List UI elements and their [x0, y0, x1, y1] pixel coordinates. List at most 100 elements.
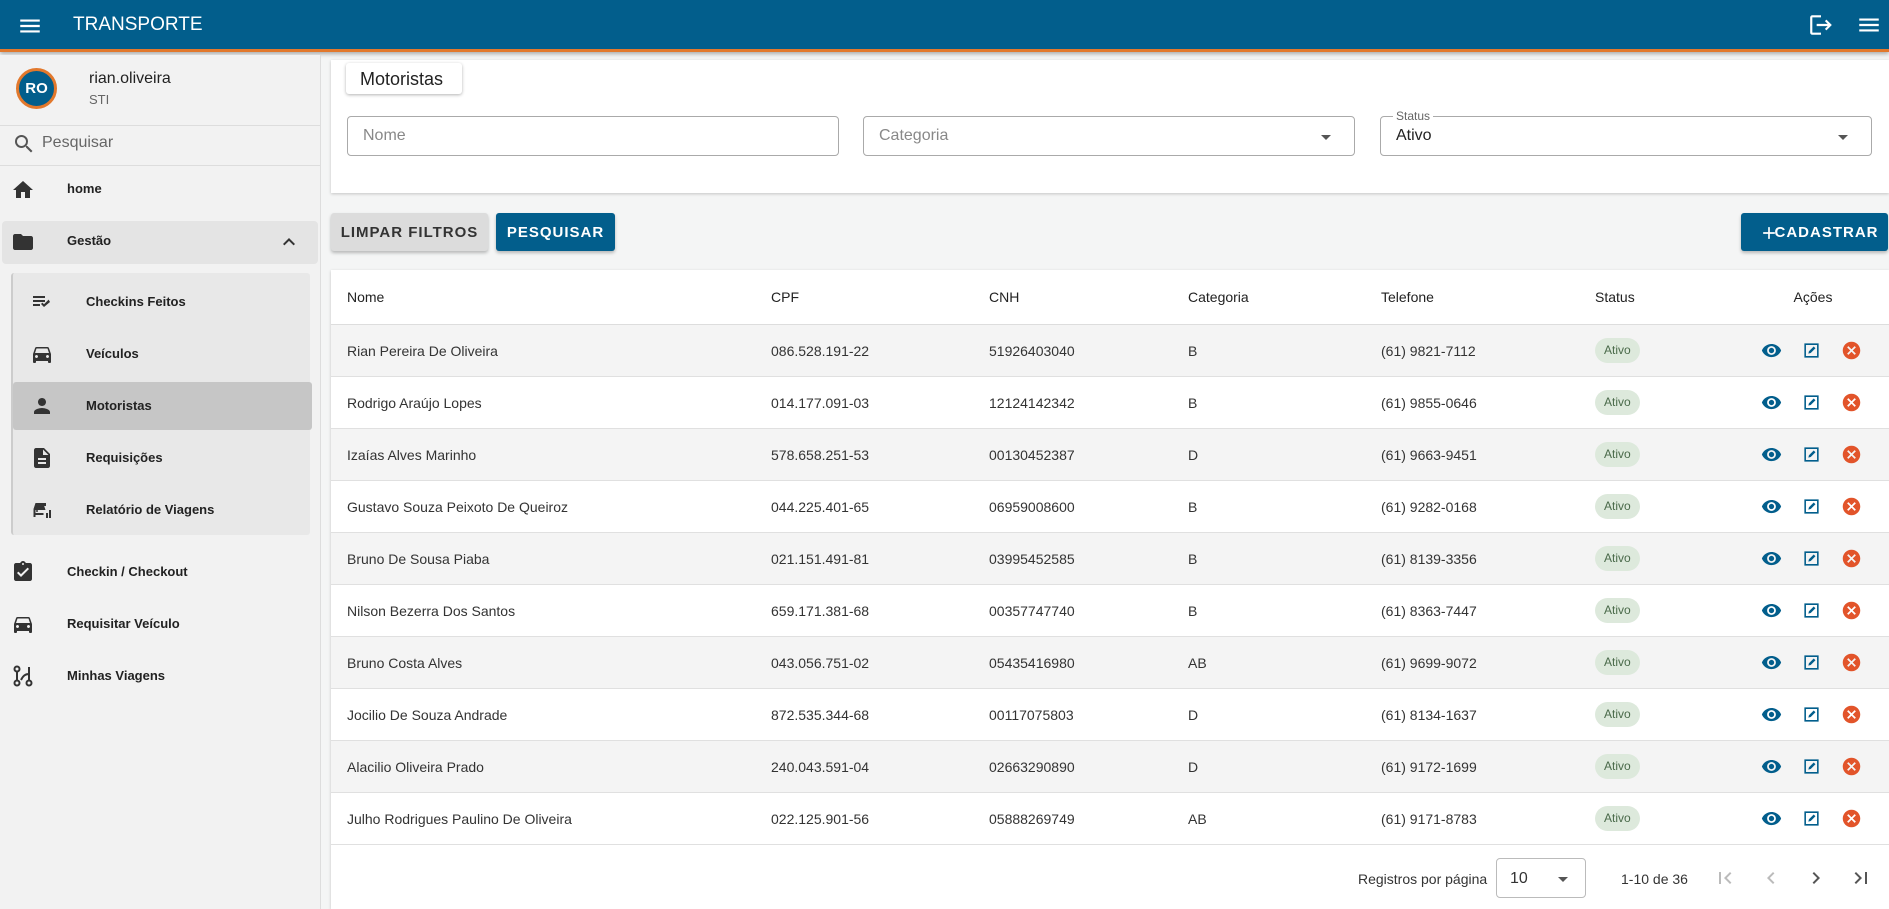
- edit-icon[interactable]: [1802, 809, 1821, 828]
- icon-shape: [13, 181, 33, 198]
- cancel-icon[interactable]: [1841, 808, 1862, 829]
- edit-icon[interactable]: [1802, 497, 1821, 516]
- edit-icon[interactable]: [1802, 393, 1821, 412]
- eye-icon[interactable]: [1761, 392, 1782, 413]
- search-button[interactable]: PESQUISAR: [496, 213, 615, 251]
- eye-icon[interactable]: [1761, 444, 1782, 465]
- icon-shape: [14, 561, 32, 581]
- prev-icon[interactable]: [1759, 866, 1783, 890]
- sub-nav-item[interactable]: Motoristas: [13, 382, 312, 430]
- menu-icon[interactable]: [1856, 12, 1882, 38]
- sub-nav-item[interactable]: Requisições: [13, 434, 312, 482]
- nav-item[interactable]: Gestão: [0, 220, 320, 264]
- rows-per-page-select[interactable]: 10: [1496, 858, 1586, 898]
- first-icon[interactable]: [1713, 866, 1737, 890]
- table-row: Izaías Alves Marinho 578.658.251-53 001304…: [331, 429, 1889, 481]
- sub-nav-item[interactable]: Checkins Feitos: [13, 278, 312, 326]
- eye-icon[interactable]: [1761, 496, 1782, 517]
- create-button-label: CADASTRAR: [1774, 224, 1879, 241]
- cell: (61) 9663-9451: [1381, 447, 1477, 463]
- top-bar: TRANSPORTE: [0, 0, 1889, 52]
- doc-icon: [34, 448, 50, 468]
- last-icon[interactable]: [1849, 866, 1873, 890]
- nav-item[interactable]: Checkin / Checkout: [0, 550, 320, 594]
- nav-label: Checkin / Checkout: [67, 564, 188, 579]
- eye-icon[interactable]: [1761, 340, 1782, 361]
- nav-item[interactable]: Requisitar Veículo: [0, 602, 320, 646]
- edit-icon[interactable]: [1802, 653, 1821, 672]
- pagination: Registros por página 10 1-10 de 36: [331, 847, 1889, 909]
- column-header: Telefone: [1381, 289, 1434, 305]
- nav-item[interactable]: Minhas Viagens: [0, 654, 320, 698]
- icon-shape: [1804, 499, 1819, 514]
- cancel-icon[interactable]: [1841, 756, 1862, 777]
- clear-button[interactable]: LIMPAR FILTROS: [331, 213, 488, 251]
- less-icon: [283, 238, 295, 246]
- cell: 044.225.401-65: [771, 499, 870, 515]
- sub-nav: Checkins Feitos Veículos Motoristas Requisi…: [11, 273, 312, 535]
- icon-shape: [25, 679, 33, 687]
- cancel-icon[interactable]: [1841, 600, 1862, 621]
- eye-icon[interactable]: [1761, 756, 1782, 777]
- column-header: Categoria: [1188, 289, 1249, 305]
- icon-shape: [34, 398, 50, 414]
- eye-icon[interactable]: [1761, 652, 1782, 673]
- edit-icon[interactable]: [1802, 341, 1821, 360]
- cell: (61) 9282-0168: [1381, 499, 1477, 515]
- add-icon: [1763, 227, 1775, 239]
- cell: Alacilio Oliveira Prado: [347, 759, 484, 775]
- cell: 022.125.901-56: [771, 811, 870, 827]
- cancel-icon[interactable]: [1841, 444, 1862, 465]
- eye-icon[interactable]: [1761, 808, 1782, 829]
- status-filter[interactable]: Ativo Status: [1380, 109, 1872, 156]
- icon-shape: [1761, 759, 1782, 774]
- edit-icon[interactable]: [1802, 757, 1821, 776]
- next-icon[interactable]: [1804, 866, 1828, 890]
- nav-item[interactable]: home: [0, 168, 320, 212]
- cell: B: [1188, 499, 1198, 515]
- cancel-icon[interactable]: [1841, 652, 1862, 673]
- cancel-icon[interactable]: [1841, 392, 1862, 413]
- icon-shape: [1808, 762, 1816, 770]
- cell: 00130452387: [989, 447, 1075, 463]
- cell: 00117075803: [989, 707, 1074, 723]
- table-row: Gustavo Souza Peixoto De Queiroz 044.225.…: [331, 481, 1889, 533]
- search-input[interactable]: Pesquisar: [42, 134, 114, 151]
- icon-shape: [1842, 445, 1861, 464]
- cell: 578.658.251-53: [771, 447, 870, 463]
- sub-nav-item[interactable]: Veículos: [13, 330, 312, 378]
- icon-shape: [1842, 497, 1861, 516]
- cell: (61) 9699-9072: [1381, 655, 1477, 671]
- rows-per-page-label: Registros por página: [1358, 871, 1488, 887]
- cancel-icon[interactable]: [1841, 548, 1862, 569]
- icon-shape: [1842, 757, 1861, 776]
- icon-shape: [1842, 705, 1861, 724]
- clear-button-label: LIMPAR FILTROS: [340, 224, 479, 241]
- status-chip: Ativo: [1595, 806, 1640, 831]
- category-filter-text: Categoria: [879, 127, 949, 144]
- name-filter[interactable]: Nome: [347, 116, 839, 156]
- edit-icon[interactable]: [1802, 601, 1821, 620]
- eye-icon[interactable]: [1761, 704, 1782, 725]
- drop-icon: [1321, 135, 1331, 140]
- sub-nav-item[interactable]: Relatório de Viagens: [13, 486, 312, 534]
- eye-icon[interactable]: [1761, 600, 1782, 621]
- edit-icon[interactable]: [1802, 705, 1821, 724]
- edit-icon[interactable]: [1802, 549, 1821, 568]
- cancel-icon[interactable]: [1841, 496, 1862, 517]
- status-chip: Ativo: [1595, 546, 1640, 571]
- category-filter[interactable]: Categoria: [863, 116, 1355, 156]
- logout-icon[interactable]: [1808, 12, 1834, 38]
- create-button[interactable]: CADASTRAR: [1741, 213, 1888, 251]
- cell: Nilson Bezerra Dos Santos: [347, 603, 516, 619]
- cancel-icon[interactable]: [1841, 340, 1862, 361]
- cell: Bruno De Sousa Piaba: [347, 551, 490, 567]
- eye-icon[interactable]: [1761, 548, 1782, 569]
- status-chip: Ativo: [1595, 650, 1640, 675]
- menu-icon[interactable]: [17, 13, 43, 39]
- icon-shape: [1842, 393, 1861, 412]
- icon-shape: [1810, 15, 1832, 35]
- cell: B: [1188, 551, 1198, 567]
- edit-icon[interactable]: [1802, 445, 1821, 464]
- cancel-icon[interactable]: [1841, 704, 1862, 725]
